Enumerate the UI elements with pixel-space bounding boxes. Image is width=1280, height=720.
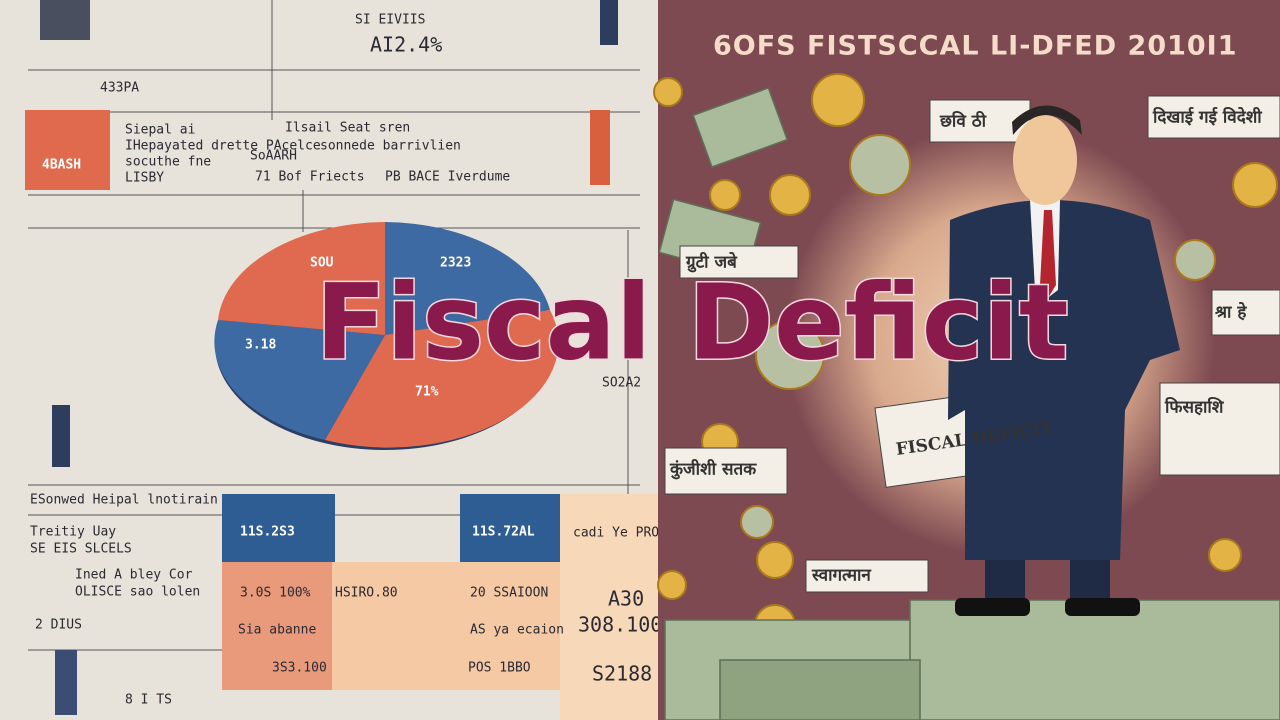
signs	[664, 95, 1280, 593]
pie-chart	[214, 222, 559, 450]
note: IHepayated drette PAcelce	[125, 139, 321, 154]
table-cell: cadi Ye PRO	[573, 526, 659, 541]
table-cell: 20 SSAIOON	[470, 586, 548, 601]
pie-label: 3.18	[245, 338, 276, 353]
sign-text: छवि ठी	[939, 111, 987, 132]
label: SI EIVIIS	[355, 13, 425, 28]
table-cell: A30	[608, 587, 644, 611]
pie-label: SOU	[310, 256, 334, 271]
note: SoAARH	[250, 149, 297, 164]
red-box	[25, 110, 110, 190]
cash-piles	[658, 86, 1280, 720]
pie-label: 2323	[440, 256, 471, 271]
label: 4BASH	[42, 158, 81, 173]
table-cell: 3.0S 100%	[240, 586, 311, 601]
icon	[40, 0, 90, 40]
note: OLISCE sao lolen	[75, 585, 200, 600]
note: 2 DIUS	[35, 618, 82, 633]
note: Ilsail Seat sren	[285, 121, 410, 136]
table-cell: 308.100	[578, 613, 662, 637]
table-cell: 11S.2S3	[240, 525, 295, 540]
table-cell: 3S3.100	[272, 661, 327, 676]
note: SE EIS SLCELS	[30, 542, 132, 557]
note: LISBY	[125, 171, 164, 186]
sign-text: ग्रुटी जबे	[685, 252, 738, 273]
blue-box	[460, 494, 560, 562]
table-cell: 11S.72AL	[472, 525, 535, 540]
sign-text: दिखाई गई विदेशी	[1152, 107, 1262, 128]
salmon-column	[222, 562, 332, 690]
note: 8 I TS	[125, 693, 172, 708]
businessman	[948, 105, 1180, 616]
peach-column	[560, 494, 658, 720]
sign-text: फिसहाशि	[1164, 397, 1225, 418]
note: PB BACE Iverdume	[385, 170, 510, 185]
note: Treitiy Uay	[30, 525, 116, 540]
sign-text: श्रा हे	[1214, 302, 1247, 323]
table-cell: SO2A2	[602, 376, 641, 391]
table-cell: POS 1BBO	[468, 661, 531, 676]
table-cell: AS ya ecaion	[470, 623, 564, 638]
blue-box	[222, 494, 335, 562]
title: Fiscal Deficit	[315, 261, 1068, 383]
note: 71 Bof Friects	[255, 170, 365, 185]
note: Ined A bley Cor	[75, 568, 193, 583]
heading: 6OFS FISTSCCAL LI-DFED 2010I1	[713, 31, 1238, 62]
label: AI2.4%	[370, 33, 442, 57]
pie-label: 71%	[415, 385, 439, 400]
table-cell: S2188	[592, 662, 652, 686]
sign-text: स्वागत्मान	[811, 566, 871, 586]
note: socuthe fne	[125, 155, 211, 170]
figures	[52, 0, 618, 715]
note: ESonwed Heipal lnotirain	[30, 493, 218, 508]
note: Siepal ai	[125, 123, 195, 138]
table-cell: HSIRO.80	[335, 586, 398, 601]
note: sonnede barrivlien	[320, 139, 461, 154]
table-cell: Sia abanne	[238, 623, 316, 638]
left-text: SI EIVIIS AI2.4% 433PA 4BASH Siepal ai I…	[30, 13, 662, 708]
label: 433PA	[100, 81, 139, 96]
sign-text: कुंजीशी सतक	[669, 459, 757, 480]
